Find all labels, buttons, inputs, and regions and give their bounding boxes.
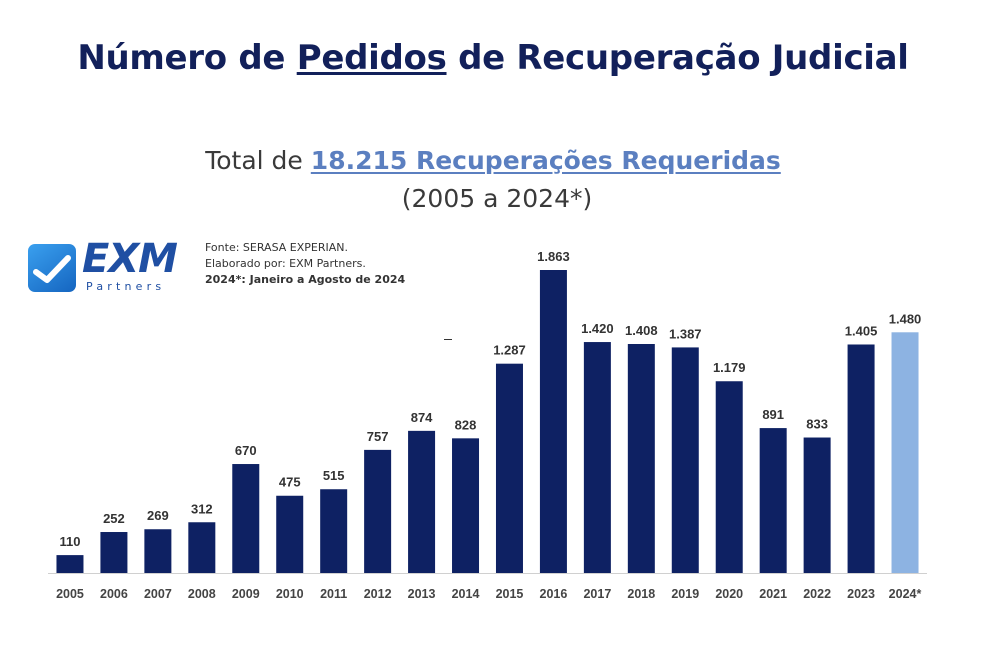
bar-2011	[320, 489, 348, 573]
x-tick-label: 2022	[803, 587, 831, 601]
data-label: 670	[235, 443, 257, 458]
logo-name: EXM	[82, 236, 178, 282]
subtitle: Total de 18.215 Recuperações Requeridas	[0, 146, 986, 175]
x-tick-label: 2014	[452, 587, 480, 601]
bar-2023	[847, 344, 875, 573]
data-label: 874	[411, 410, 433, 425]
source-note: Fonte: SERASA EXPERIAN. Elaborado por: E…	[205, 240, 405, 288]
bar-2021	[759, 428, 787, 573]
data-label: 312	[191, 501, 213, 516]
data-label: 828	[455, 417, 477, 432]
x-tick-label: 2017	[583, 587, 611, 601]
bar-2010	[276, 495, 304, 573]
prepared-by-line: Elaborado por: EXM Partners.	[205, 257, 366, 270]
bar-2009	[232, 464, 260, 573]
bar-2005	[56, 555, 84, 573]
data-label: 475	[279, 475, 301, 490]
x-tick-label: 2011	[320, 587, 347, 601]
data-label: 110	[59, 534, 80, 549]
bar-2012	[364, 449, 392, 573]
bar-2014	[452, 438, 480, 573]
bar-2016	[539, 270, 567, 573]
bar-2007	[144, 529, 172, 573]
data-label: 891	[762, 407, 784, 422]
logo-sub: Partners	[86, 280, 166, 293]
checkmark-icon	[28, 244, 76, 292]
data-label: 1.420	[581, 321, 614, 336]
bar-2013	[408, 430, 436, 573]
data-label: 252	[103, 511, 125, 526]
x-tick-label: 2015	[496, 587, 524, 601]
title-text-start: Número de	[77, 38, 286, 78]
x-tick-label: 2005	[56, 587, 84, 601]
x-tick-label: 2006	[100, 587, 128, 601]
bar-2006	[100, 532, 128, 573]
period-note-line: 2024*: Janeiro a Agosto de 2024	[205, 273, 406, 286]
x-tick-label: 2018	[627, 587, 655, 601]
data-label: 1.405	[845, 323, 878, 338]
data-label: 1.863	[537, 249, 570, 264]
data-label: 1.480	[889, 311, 922, 326]
data-label: 269	[147, 508, 169, 523]
data-label: 1.387	[669, 326, 702, 341]
data-label: 1.408	[625, 323, 658, 338]
x-tick-label: 2021	[759, 587, 787, 601]
data-label: 515	[323, 468, 345, 483]
exm-logo: EXM Partners	[28, 236, 188, 296]
bar-2008	[188, 522, 216, 573]
x-tick-label: 2009	[232, 587, 260, 601]
x-tick-label: 2010	[276, 587, 304, 601]
data-label: 833	[806, 417, 828, 432]
bar-2019	[671, 347, 699, 573]
x-tick-label: 2023	[847, 587, 875, 601]
bar-2024-partial	[891, 332, 919, 573]
x-tick-label: 2024*	[889, 587, 922, 601]
bar-2022	[803, 437, 831, 573]
x-tick-label: 2012	[364, 587, 392, 601]
bar-2017	[583, 342, 611, 573]
x-tick-label: 2013	[408, 587, 436, 601]
data-label: 1.179	[713, 360, 746, 375]
title-highlight: Pedidos	[296, 38, 447, 78]
x-tick-label: 2019	[671, 587, 699, 601]
stray-mark	[444, 339, 452, 340]
page-title: Número de Pedidos de Recuperação Judicia…	[0, 38, 986, 78]
bar-2020	[715, 381, 743, 573]
period-label: (2005 a 2024*)	[401, 184, 593, 213]
title-text-end: de Recuperação Judicial	[458, 38, 909, 78]
data-label: 1.287	[493, 343, 526, 358]
bar-2015	[495, 363, 523, 573]
x-tick-label: 2016	[540, 587, 568, 601]
data-label: 757	[367, 429, 389, 444]
x-tick-label: 2020	[715, 587, 743, 601]
subtitle-total: 18.215 Recuperações Requeridas	[310, 146, 781, 175]
x-tick-label: 2007	[144, 587, 172, 601]
x-tick-label: 2008	[188, 587, 216, 601]
bar-2018	[627, 344, 655, 573]
subtitle-prefix: Total de	[205, 146, 303, 175]
source-line: Fonte: SERASA EXPERIAN.	[205, 241, 348, 254]
